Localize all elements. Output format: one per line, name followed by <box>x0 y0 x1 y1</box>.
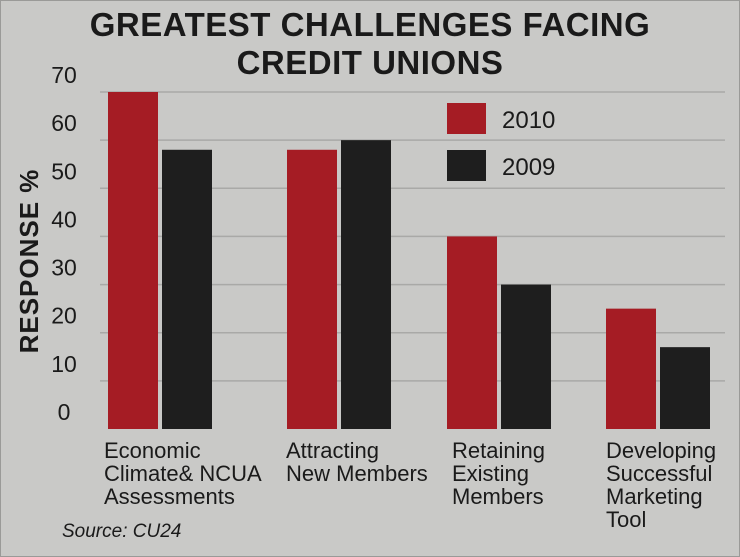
legend-swatch-2009 <box>447 150 486 181</box>
category-label-line: Existing <box>452 461 530 486</box>
source-note: Source: CU24 <box>62 521 182 542</box>
legend-swatch-2010 <box>447 103 486 134</box>
bar-2010-cat-1 <box>287 149 337 429</box>
category-label-line: Climate& NCUA <box>104 461 262 486</box>
category-label-line: New Members <box>286 461 428 486</box>
y-tick-label-40: 40 <box>51 206 77 232</box>
legend: 2010 2009 <box>447 103 555 181</box>
bar-2010-cat-3 <box>606 308 656 429</box>
category-label-line: Members <box>452 484 544 509</box>
bar-2010-cat-2 <box>447 236 497 429</box>
category-label-line: Economic <box>104 438 201 463</box>
y-tick-label-70: 70 <box>51 62 77 88</box>
bars <box>108 92 710 429</box>
y-tick-label-0: 0 <box>58 399 71 425</box>
y-axis-label: RESPONSE % <box>14 169 44 354</box>
y-tick-labels: 0 10 20 30 40 50 60 70 <box>51 62 77 425</box>
category-label-line: Marketing <box>606 484 703 509</box>
category-label-line: Attracting <box>286 438 379 463</box>
category-label-line: Retaining <box>452 438 545 463</box>
legend-label-2009: 2009 <box>502 154 555 181</box>
category-label-2: Retaining Existing Members <box>452 439 545 508</box>
y-tick-label-30: 30 <box>51 255 77 281</box>
bar-2009-cat-1 <box>341 140 391 429</box>
y-tick-label-50: 50 <box>51 158 77 184</box>
category-label-line: Assessments <box>104 484 235 509</box>
bar-2010-cat-0 <box>108 92 158 429</box>
category-label-line: Tool <box>606 507 647 532</box>
y-tick-label-60: 60 <box>51 110 77 136</box>
bar-2009-cat-2 <box>501 284 551 429</box>
bar-2009-cat-0 <box>162 149 212 429</box>
category-label-3: Developing Successful Marketing Tool <box>606 439 716 531</box>
category-label-1: Attracting New Members <box>286 439 428 485</box>
category-label-line: Successful <box>606 461 713 486</box>
legend-label-2010: 2010 <box>502 107 555 134</box>
category-label-0: Economic Climate& NCUA Assessments <box>104 439 262 508</box>
bar-2009-cat-3 <box>660 347 710 429</box>
y-tick-label-10: 10 <box>51 351 77 377</box>
chart-title-line-1: GREATEST CHALLENGES FACING <box>89 6 651 43</box>
category-label-line: Developing <box>606 438 717 463</box>
y-tick-label-20: 20 <box>51 303 77 329</box>
chart-title-line-2: CREDIT UNIONS <box>236 44 504 81</box>
